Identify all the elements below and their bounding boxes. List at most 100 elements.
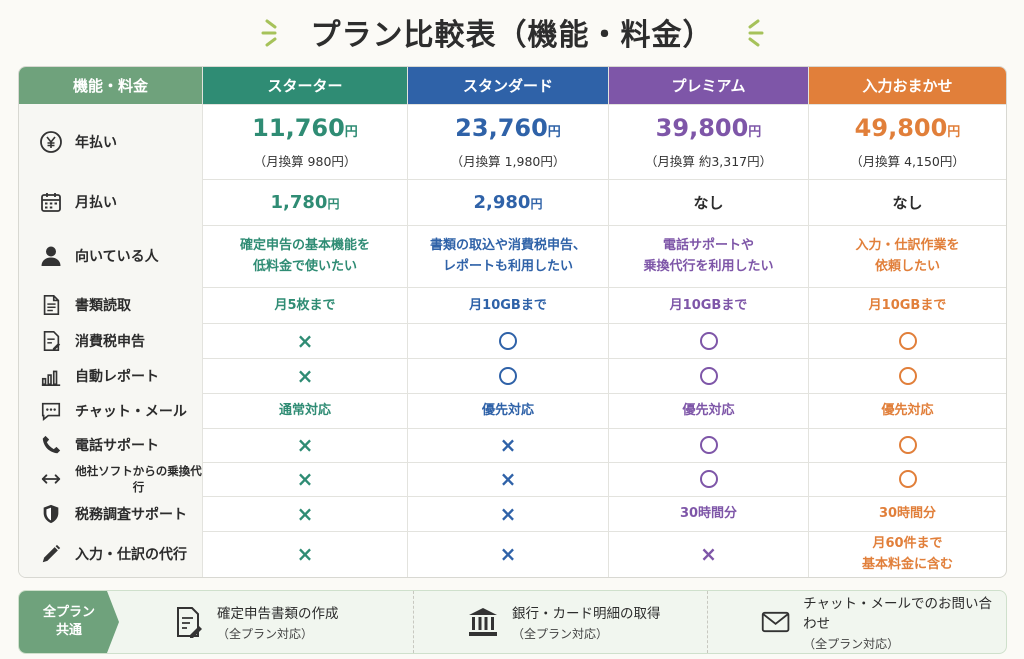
transfer-icon [39,467,63,491]
not-available-text: なし [693,193,724,212]
cross-mark: × [499,433,517,457]
row-label-cell: 年払い [19,104,203,179]
value-cell: × [408,428,609,462]
tax-form-icon [39,329,63,353]
value-cell [609,462,809,496]
table-row-entry: 入力・仕訳の代行 × × × 月60件まで 基本料金に含む [19,531,1006,577]
circle-mark [898,470,917,488]
row-label: 向いている人 [75,249,159,265]
annual-price: 49,800 [854,113,948,142]
common-feature-item: 銀行・カード明細の取得 （全プラン対応） [413,591,707,653]
price-unit: 円 [530,196,543,211]
tag-line: 共通 [55,623,82,638]
monthly-price: 1,780 [270,191,328,213]
plan-header-premium: プレミアム [609,67,809,104]
value-cell: 優先対応 [609,393,809,428]
common-feature-item: 確定申告書類の作成 （全プラン対応） [119,591,413,653]
value-cell: × [203,323,408,358]
price-cell: 2,980円 [408,179,609,225]
value-cell: 月10GBまで [609,287,809,323]
target-cell: 電話サポートや 乗換代行を利用したい [609,225,809,287]
value-cell [809,358,1006,393]
value-cell: × [203,358,408,393]
price-cell: なし [609,179,809,225]
cell-value: 月10GBまで [669,297,748,313]
table-header-row: 機能・料金 スターター スタンダード プレミアム 入力おまかせ [19,67,1006,105]
plan-header-omakase: 入力おまかせ [809,67,1006,104]
common-feature-title: 銀行・カード明細の取得 [512,606,661,622]
cross-mark: × [700,542,717,566]
plan-header-standard: スタンダード [408,67,609,104]
target-line: 電話サポートや [662,238,754,253]
not-available-text: なし [892,193,923,212]
bar-chart-icon [39,364,63,388]
yen-icon [39,130,63,154]
value-cell: 月10GBまで [809,287,1006,323]
monthly-equivalent: （月換算 約3,317円） [644,153,773,169]
row-label-cell: 消費税申告 [19,323,203,358]
price-cell: 11,760円 （月換算 980円） [203,104,408,179]
cell-value: 通常対応 [278,403,331,418]
table-row-annual: 年払い 11,760円 （月換算 980円） 23,760円 （月換算 1,98… [19,104,1006,180]
target-line: 依頼したい [874,259,940,274]
target-cell: 確定申告の基本機能を 低料金で使いたい [203,225,408,287]
table-row-doc-read: 書類読取 月5枚まで 月10GBまで 月10GBまで 月10GBまで [19,287,1006,324]
sparkle-right-icon [748,19,763,47]
annual-price: 39,800 [655,113,749,142]
row-label: 入力・仕訳の代行 [75,547,187,563]
table-row-migration: 他社ソフトからの乗換代行 × × [19,462,1006,497]
row-label: 他社ソフトからの乗換代行 [75,464,202,494]
target-line: 書類の取込や消費税申告、 [429,238,586,253]
target-line: 入力・仕訳作業を [855,238,960,253]
circle-mark [499,331,517,350]
value-cell: × [609,531,809,577]
pen-icon [39,542,63,566]
cross-mark: × [296,467,314,491]
price-unit: 円 [947,124,961,140]
row-label-cell: 入力・仕訳の代行 [19,531,203,577]
chat-icon [39,399,63,423]
common-feature-note: （全プラン対応） [217,627,314,641]
row-label-cell: 他社ソフトからの乗換代行 [19,462,203,496]
phone-icon [39,433,63,457]
price-unit: 円 [748,124,762,140]
monthly-equivalent: （月換算 980円） [253,153,357,169]
all-plans-tag: 全プラン 共通 [19,591,119,653]
person-icon [39,244,63,268]
row-label-cell: 向いている人 [19,225,203,287]
value-cell [809,462,1006,496]
common-feature-title: 確定申告書類の作成 [217,606,339,622]
monthly-equivalent: （月換算 1,980円） [450,153,566,169]
price-cell: 23,760円 （月換算 1,980円） [408,104,609,179]
target-line: 低料金で使いたい [252,259,357,274]
target-line: 確定申告の基本機能を [239,238,370,253]
table-row-consumption-tax: 消費税申告 × [19,323,1006,359]
row-label: 消費税申告 [75,333,145,350]
common-feature-title: チャット・メールでのお問い合わせ [803,596,993,632]
cell-value: 優先対応 [481,403,534,418]
row-label: 年払い [75,134,117,151]
title-row: プラン比較表（機能・料金） [0,6,1024,58]
value-cell: × [408,531,609,577]
value-cell: 30時間分 [609,496,809,531]
target-line: レポートも利用したい [442,259,573,274]
cross-mark: × [499,542,517,566]
price-unit: 円 [344,124,358,140]
circle-mark [898,331,917,350]
cell-value: 30時間分 [679,506,738,521]
row-label-cell: 電話サポート [19,428,203,462]
cell-value: 基本料金に含む [861,557,953,572]
shield-icon [39,502,63,526]
cell-value: 月10GBまで [868,297,947,313]
row-label: 自動レポート [75,368,159,385]
cross-mark: × [296,328,314,353]
row-label: 月払い [75,195,117,211]
value-cell [809,428,1006,462]
sparkle-left-icon [261,19,276,47]
price-cell: 1,780円 [203,179,408,225]
value-cell: 30時間分 [809,496,1006,531]
row-label-cell: 税務調査サポート [19,496,203,531]
row-label-cell: チャット・メール [19,393,203,428]
price-unit: 円 [547,124,561,140]
circle-mark [699,331,718,350]
